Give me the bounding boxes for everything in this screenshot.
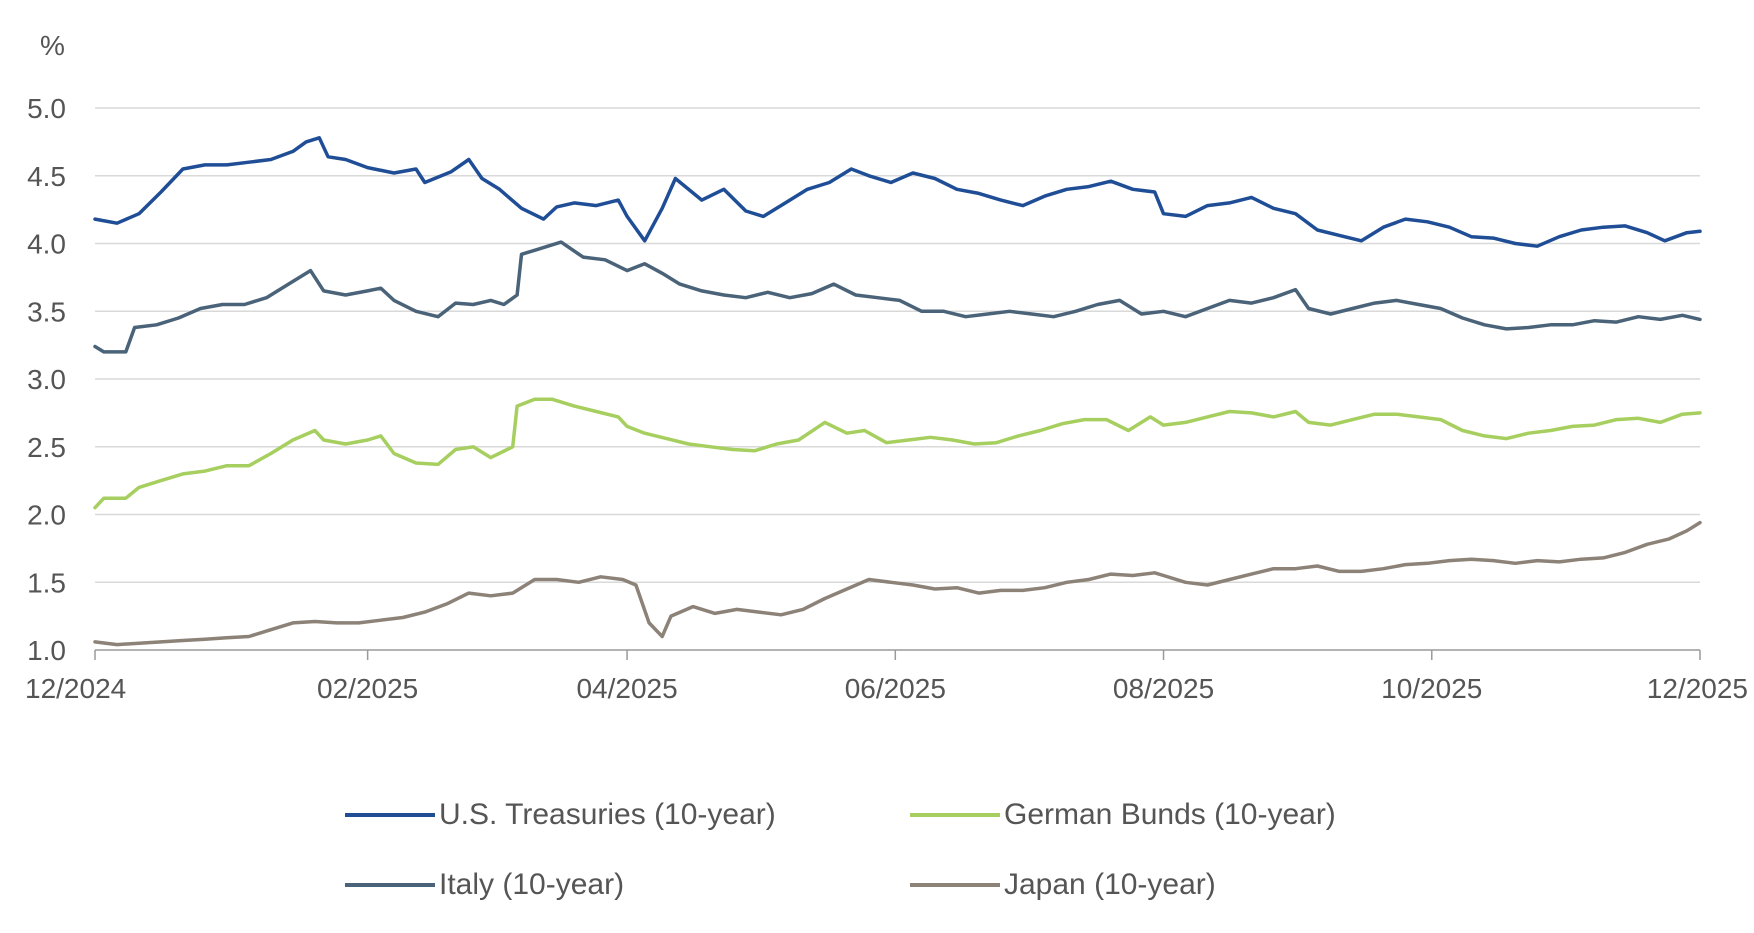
series-line-u-s-treasuries-10-year — [93, 136, 1702, 248]
series-lines — [93, 136, 1702, 647]
legend-item-italy: Italy (10-year) — [345, 865, 624, 905]
x-axis-ticks: 12/2024 02/2025 04/2025 06/2025 08/2025 10/20… — [25, 650, 1748, 704]
x-tick-label: 02/2025 — [317, 673, 418, 704]
y-axis-ticks: 5.0 4.5 4.0 3.5 3.0 2.5 2.0 1.5 1.0 — [27, 93, 66, 666]
yield-line-chart: % 5.0 4.5 4.0 3.5 3.0 2.5 2.0 1.5 1.0 12/2024 02/… — [25, 30, 1748, 704]
series-line-italy-10-year — [93, 240, 1702, 354]
legend-swatch-italy — [345, 883, 435, 887]
x-tick-label: 04/2025 — [576, 673, 677, 704]
y-tick-label: 5.0 — [27, 93, 66, 124]
legend-label-italy: Italy (10-year) — [439, 868, 625, 901]
legend: U.S. Treasuries (10-year) German Bunds (… — [345, 795, 1545, 925]
y-tick-label: 3.5 — [27, 296, 66, 327]
legend-swatch-japan — [910, 883, 1000, 887]
legend-swatch-us-treasuries — [345, 813, 435, 817]
x-tick-label: 12/2025 — [1647, 673, 1748, 704]
legend-swatch-german-bunds — [910, 813, 1000, 817]
legend-item-german-bunds: German Bunds (10-year) — [910, 795, 1336, 835]
y-tick-label: 2.5 — [27, 432, 66, 463]
y-tick-label: 2.0 — [27, 500, 66, 531]
legend-item-us-treasuries: U.S. Treasuries (10-year) — [345, 795, 776, 835]
legend-label-german-bunds: German Bunds (10-year) — [1004, 798, 1336, 831]
y-unit-label: % — [40, 30, 65, 61]
y-tick-label: 1.5 — [27, 567, 66, 598]
series-line-german-bunds-10-year — [93, 397, 1702, 510]
x-tick-label: 06/2025 — [845, 673, 946, 704]
x-tick-label: 12/2024 — [25, 673, 126, 704]
legend-label-us-treasuries: U.S. Treasuries (10-year) — [439, 798, 776, 831]
legend-label-japan: Japan (10-year) — [1004, 868, 1216, 901]
x-tick-label: 08/2025 — [1113, 673, 1214, 704]
gridlines — [95, 107, 1700, 651]
y-tick-label: 4.5 — [27, 161, 66, 192]
y-tick-label: 1.0 — [27, 635, 66, 666]
series-line-japan-10-year — [93, 520, 1702, 647]
y-tick-label: 3.0 — [27, 364, 66, 395]
x-tick-label: 10/2025 — [1381, 673, 1482, 704]
y-tick-label: 4.0 — [27, 229, 66, 260]
legend-item-japan: Japan (10-year) — [910, 865, 1216, 905]
